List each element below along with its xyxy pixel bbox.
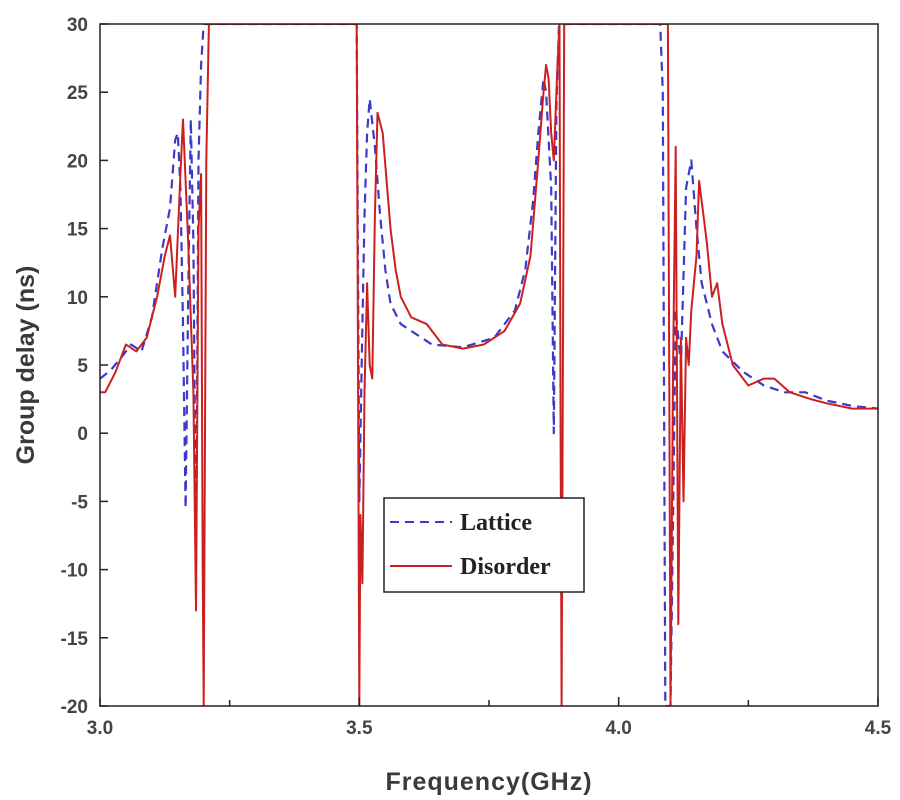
legend-label-disorder: Disorder xyxy=(460,554,551,580)
y-tick-label: 30 xyxy=(67,15,88,36)
legend: Lattice Disorder xyxy=(383,497,585,593)
y-tick-label: -5 xyxy=(71,492,88,513)
y-tick-label: -20 xyxy=(61,697,88,718)
x-tick-label: 3.0 xyxy=(87,718,113,739)
x-tick-label: 4.0 xyxy=(605,718,631,739)
series-line-disorder xyxy=(100,24,878,706)
x-axis-title: Frequency(GHz) xyxy=(385,768,592,796)
y-tick-label: -15 xyxy=(61,629,89,650)
x-tick-label: 4.5 xyxy=(865,718,892,739)
series-line-lattice xyxy=(100,24,878,706)
y-tick-label: 10 xyxy=(67,288,88,309)
x-axis-ticks: 3.0 3.5 4.0 4.5 xyxy=(87,697,892,739)
y-tick-label: 5 xyxy=(77,356,88,377)
y-tick-label: 0 xyxy=(77,424,88,445)
y-tick-label: 15 xyxy=(67,220,89,241)
x-tick-label: 3.5 xyxy=(346,718,373,739)
y-tick-label: -10 xyxy=(61,561,88,582)
y-tick-label: 25 xyxy=(67,83,89,104)
series-layer xyxy=(100,24,878,706)
legend-box xyxy=(383,497,585,593)
legend-label-lattice: Lattice xyxy=(460,510,532,536)
y-tick-label: 20 xyxy=(67,151,88,172)
y-axis-title: Group delay (ns) xyxy=(12,266,40,465)
y-axis-ticks: 30 25 20 15 10 5 0 -5 -10 -15 -20 xyxy=(61,15,108,718)
